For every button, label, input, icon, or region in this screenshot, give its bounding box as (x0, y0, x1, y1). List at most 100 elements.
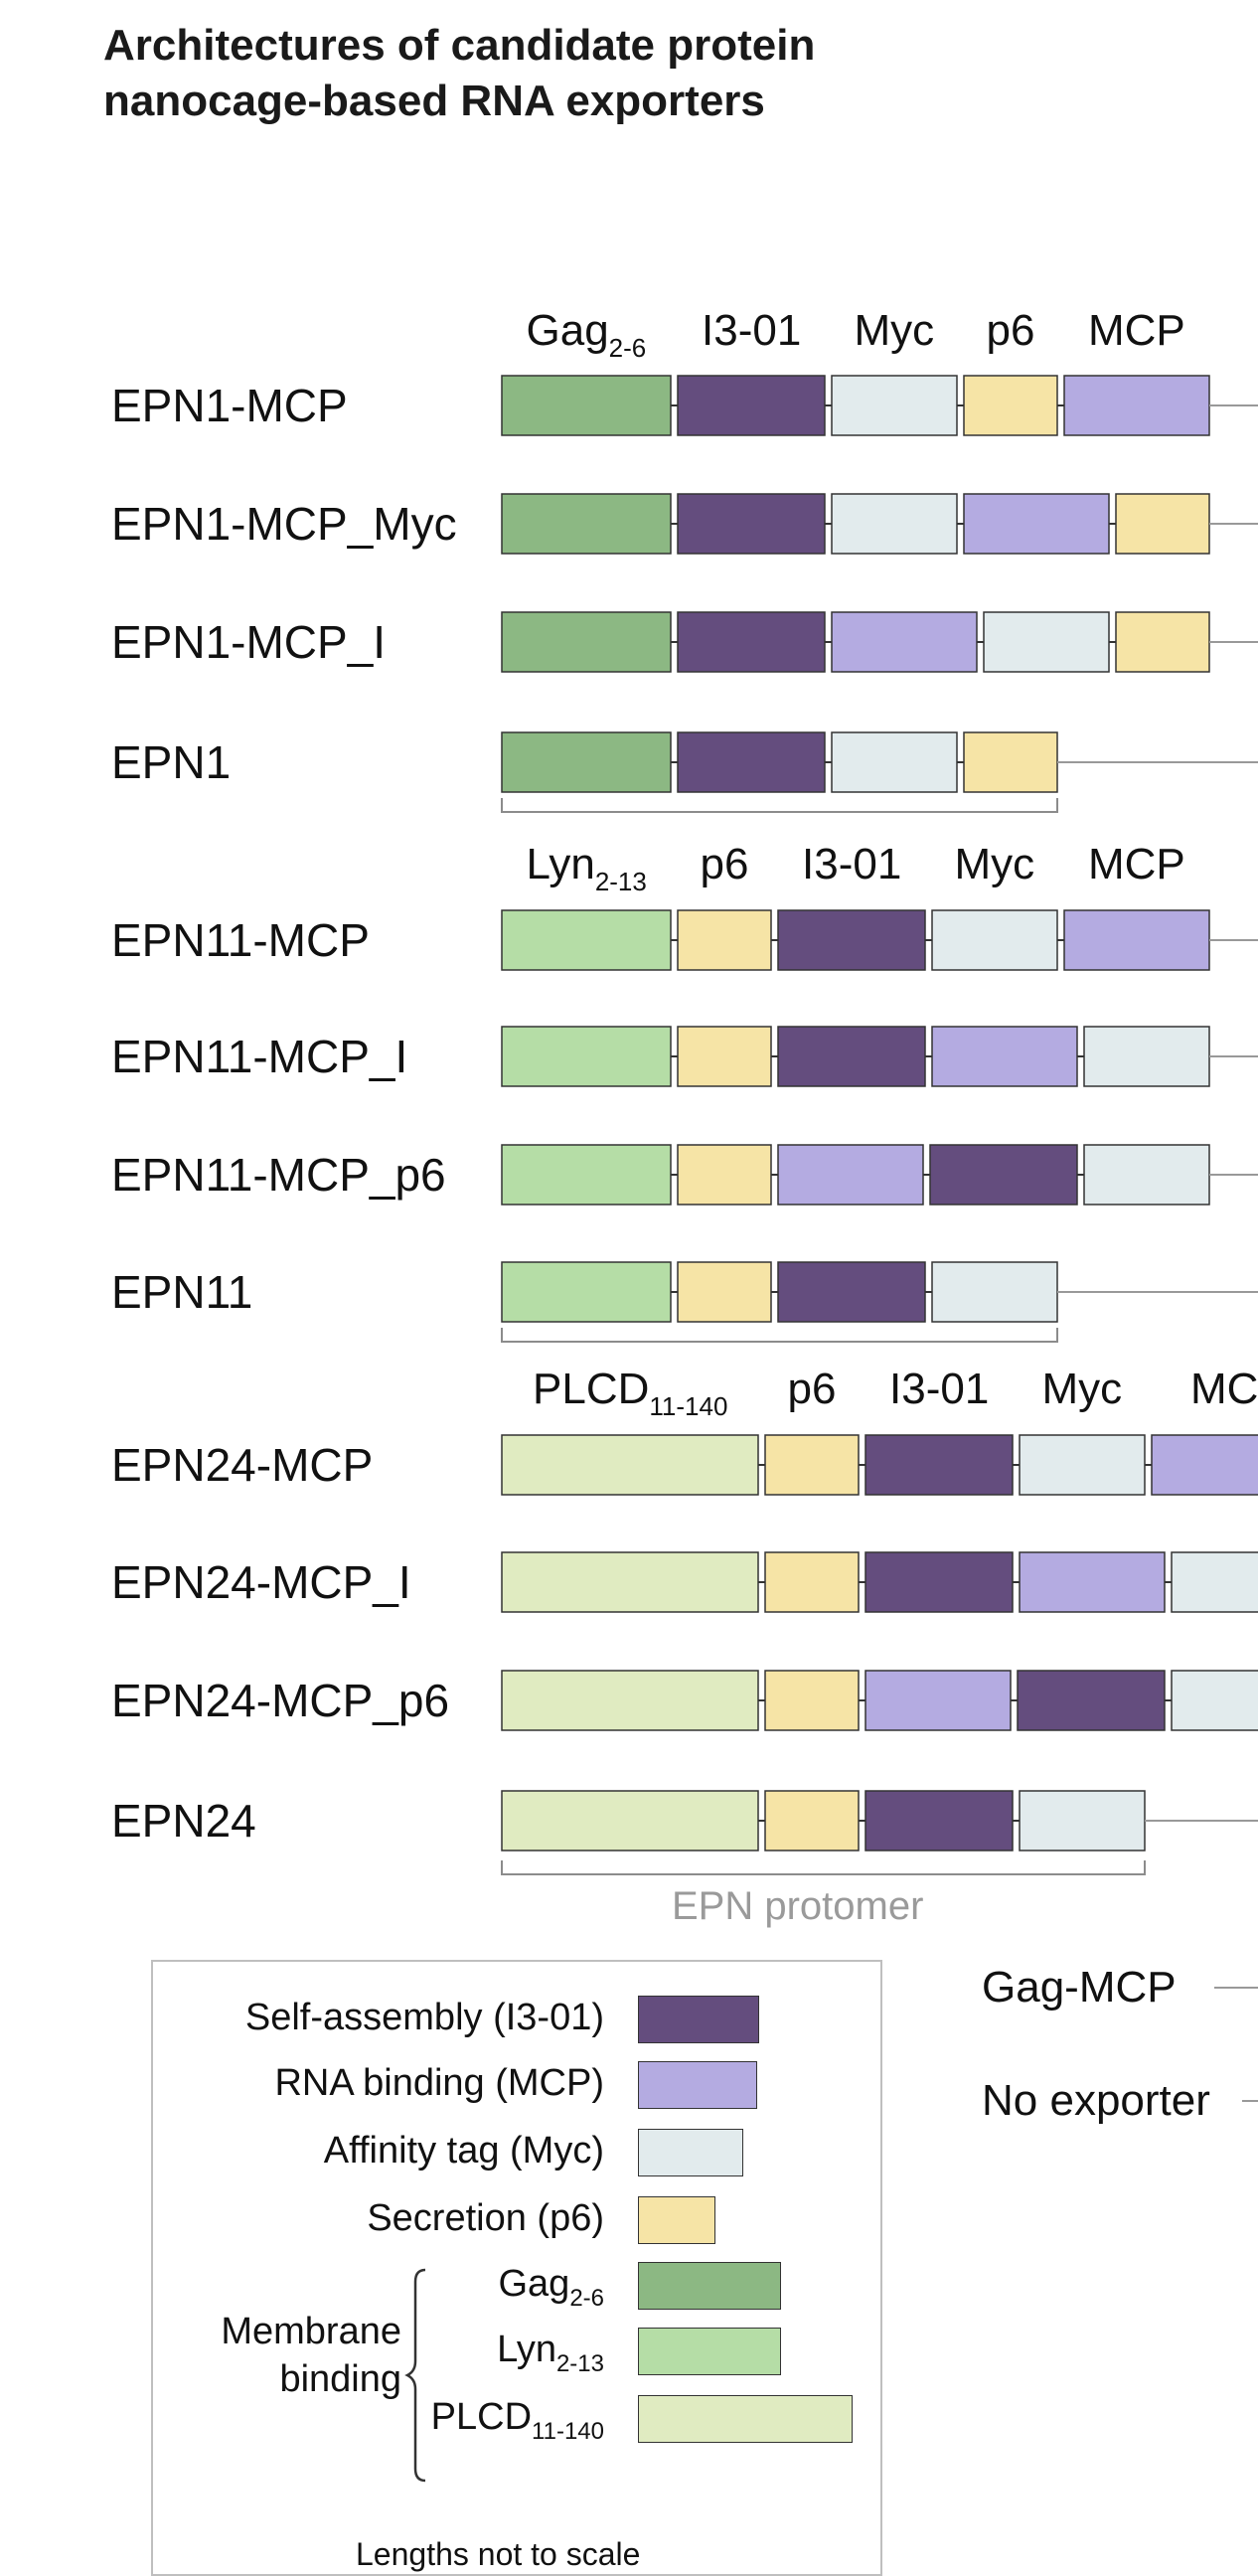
domain-header: PLCD11-140 (533, 1363, 727, 1419)
domain-block-secretion (677, 1026, 772, 1087)
domain-block-secretion (963, 731, 1058, 793)
legend-label: Gag2-6 (498, 2260, 604, 2311)
domain-header-text: p6 (700, 840, 749, 888)
domain-block-affinity-tag (1171, 1670, 1258, 1731)
legend-swatch-rna-binding (638, 2061, 757, 2109)
domain-block-affinity-tag (1083, 1026, 1210, 1087)
domain-block-self-assembly (677, 731, 826, 793)
domain-block-rna-binding (1063, 909, 1210, 971)
domain-header-text: MCP (1088, 840, 1185, 888)
construct-label: EPN1-MCP_I (111, 616, 387, 668)
domain-block-lyn (501, 909, 672, 971)
domain-block-affinity-tag (831, 493, 958, 555)
domain-block-affinity-tag (831, 375, 958, 436)
construct-label: EPN11-MCP_p6 (111, 1149, 446, 1201)
construct-label: EPN24-MCP_I (111, 1556, 411, 1608)
domain-block-secretion (963, 375, 1058, 436)
domain-block-rna-binding (963, 493, 1110, 555)
architecture-diagram (501, 375, 1258, 2102)
domain-block-self-assembly (777, 909, 926, 971)
legend-label-text: Affinity tag (Myc) (323, 2130, 604, 2172)
domain-block-secretion (1115, 493, 1210, 555)
domain-header-text: I3-01 (889, 1365, 990, 1413)
domain-block-affinity-tag (1171, 1551, 1258, 1613)
legend-swatch-gag (638, 2262, 781, 2310)
construct-label: EPN1-MCP (111, 380, 348, 431)
domain-block-secretion (764, 1434, 860, 1496)
construct-label: EPN1-MCP_Myc (111, 498, 457, 550)
construct-label: EPN24 (111, 1795, 256, 1847)
domain-block-self-assembly (865, 1434, 1014, 1496)
legend-membrane-binding: Membrane binding (173, 2308, 401, 2403)
domain-block-rna-binding (831, 611, 978, 673)
legend-label: RNA binding (MCP) (274, 2059, 604, 2107)
domain-block-affinity-tag (1019, 1434, 1146, 1496)
domain-block-self-assembly (929, 1144, 1078, 1206)
domain-block-secretion (764, 1551, 860, 1613)
domain-block-gag (501, 493, 672, 555)
legend-label: Affinity tag (Myc) (324, 2127, 604, 2174)
domain-block-plcd (501, 1670, 759, 1731)
domain-header: p6 (987, 304, 1035, 358)
domain-block-affinity-tag (931, 1261, 1058, 1323)
construct-label: EPN1 (111, 736, 232, 788)
domain-header-text: PLCD (533, 1365, 650, 1413)
legend-label-text: Self-assembly (I3-01) (244, 1997, 604, 2038)
domain-block-gag (501, 731, 672, 793)
domain-header: I3-01 (889, 1363, 989, 1416)
domain-header-text: p6 (986, 306, 1035, 355)
legend-label-text: Gag (498, 2263, 570, 2305)
domain-header-subscript: 2-6 (608, 333, 647, 363)
domain-header-text: MC (1190, 1365, 1258, 1413)
domain-header: p6 (788, 1363, 837, 1416)
domain-header: MCP (1088, 838, 1185, 891)
legend-swatch-lyn (638, 2328, 781, 2375)
domain-block-secretion (764, 1670, 860, 1731)
protomer-bracket (501, 1328, 1058, 1343)
domain-block-self-assembly (777, 1261, 926, 1323)
domain-block-affinity-tag (983, 611, 1110, 673)
domain-block-rna-binding (1151, 1434, 1258, 1496)
domain-header-text: I3-01 (702, 306, 802, 355)
domain-block-self-assembly (677, 611, 826, 673)
domain-header: Myc (955, 838, 1035, 891)
legend-label: Secretion (p6) (367, 2194, 604, 2242)
legend-label: Self-assembly (I3-01) (245, 1994, 604, 2041)
domain-block-lyn (501, 1261, 672, 1323)
domain-block-plcd (501, 1434, 759, 1496)
domain-header: Lyn2-13 (526, 838, 647, 894)
domain-block-secretion (764, 1790, 860, 1852)
domain-header-text: Gag (526, 306, 609, 355)
protomer-bracket (501, 798, 1058, 813)
domain-block-secretion (677, 1261, 772, 1323)
domain-block-affinity-tag (1019, 1790, 1146, 1852)
domain-header-text: Lyn (526, 840, 595, 888)
legend-label: PLCD11-140 (431, 2393, 604, 2444)
domain-header-text: Myc (854, 306, 935, 355)
domain-block-gag (501, 375, 672, 436)
control-label-no-exporter: No exporter (982, 2076, 1210, 2125)
domain-block-plcd (501, 1551, 759, 1613)
domain-block-self-assembly (1017, 1670, 1166, 1731)
legend-label-text: Secretion (p6) (367, 2197, 604, 2239)
construct-label: EPN11-MCP (111, 914, 370, 966)
domain-header-text: Myc (954, 840, 1035, 888)
domain-header: Myc (1042, 1363, 1123, 1416)
domain-block-secretion (677, 909, 772, 971)
domain-block-plcd (501, 1790, 759, 1852)
legend-swatch-affinity-tag (638, 2129, 743, 2176)
legend-label: Lyn2-13 (497, 2326, 604, 2376)
domain-block-lyn (501, 1026, 672, 1087)
legend-membrane-line-1: Membrane (221, 2311, 401, 2352)
domain-block-self-assembly (777, 1026, 926, 1087)
domain-header-text: I3-01 (802, 840, 902, 888)
legend-swatch-self-assembly (638, 1996, 759, 2043)
legend-swatch-secretion (638, 2196, 715, 2244)
domain-block-affinity-tag (831, 731, 958, 793)
domain-header: MC (1190, 1363, 1258, 1416)
domain-header: Myc (855, 304, 935, 358)
domain-block-lyn (501, 1144, 672, 1206)
domain-block-self-assembly (865, 1790, 1014, 1852)
legend-label-text: Lyn (497, 2329, 556, 2370)
construct-label: EPN11-MCP_I (111, 1031, 408, 1082)
